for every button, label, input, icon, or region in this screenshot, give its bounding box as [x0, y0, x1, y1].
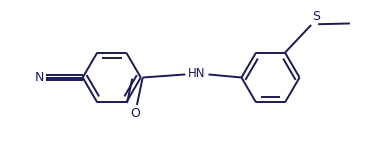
Text: O: O — [130, 107, 140, 120]
Text: HN: HN — [188, 67, 206, 80]
Text: S: S — [312, 10, 320, 23]
Text: N: N — [35, 71, 44, 84]
